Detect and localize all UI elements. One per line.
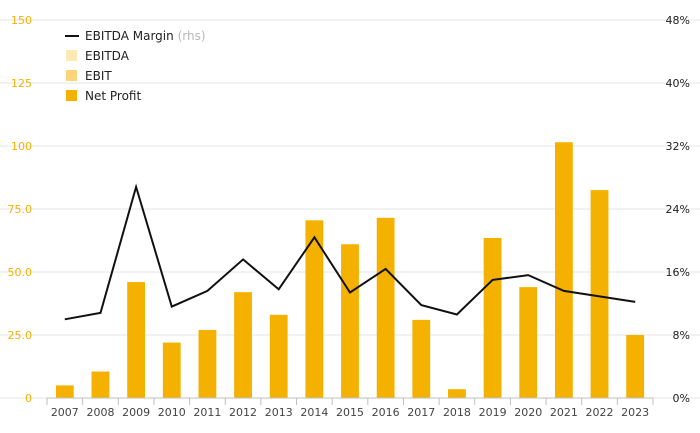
bar-net-profit (162, 342, 181, 398)
bar-net-profit (55, 385, 74, 398)
legend-label: EBITDA (85, 49, 130, 63)
x-tick-label: 2011 (193, 406, 221, 419)
bar-net-profit (234, 292, 252, 398)
y-left-tick-label: 100 (11, 140, 32, 153)
x-tick-label: 2021 (550, 406, 578, 419)
legend-label-ebitda-margin: EBITDA Margin (rhs) (85, 29, 206, 43)
x-tick-label: 2007 (51, 406, 79, 419)
y-left-tick-label: 125 (11, 77, 32, 90)
x-tick-label: 2013 (265, 406, 293, 419)
bar-net-profit (448, 389, 466, 398)
x-tick-label: 2019 (479, 406, 507, 419)
bar-net-profit (127, 282, 146, 398)
axes: 0 0% 25.0 8% 50.0 16% 75.0 24% 100 32% 125 40% 150 48… (8, 14, 691, 419)
legend-rhs-note: (rhs) (178, 29, 206, 43)
legend-swatch (66, 90, 77, 101)
y-right-tick-label: 24% (666, 203, 690, 216)
y-right-tick-label: 8% (673, 329, 690, 342)
legend-label-text: EBITDA Margin (85, 29, 174, 43)
y-left-tick-label: 0 (25, 392, 32, 405)
legend-swatch (66, 70, 77, 81)
x-tick-label: 2016 (372, 406, 400, 419)
bar-net-profit (341, 244, 359, 398)
bar-net-profit (269, 314, 288, 398)
x-tick-label: 2020 (514, 406, 542, 419)
x-tick-label: 2014 (300, 406, 328, 419)
bar-net-profit (412, 319, 431, 398)
x-tick-label: 2022 (586, 406, 614, 419)
y-right-tick-label: 32% (666, 140, 690, 153)
x-tick-label: 2012 (229, 406, 257, 419)
y-right-tick-label: 48% (666, 14, 690, 27)
bar-net-profit (91, 371, 110, 398)
bar-net-profit (198, 329, 217, 398)
legend-label: EBIT (85, 69, 112, 83)
x-tick-label: 2023 (621, 406, 649, 419)
x-tick-label: 2009 (122, 406, 150, 419)
y-left-tick-label: 75.0 (8, 203, 33, 216)
y-left-tick-label: 25.0 (8, 329, 33, 342)
legend: EBITDA Margin (rhs) EBITDA EBIT Net Profit (65, 29, 206, 103)
bar-net-profit (554, 142, 573, 398)
x-tick-label: 2015 (336, 406, 364, 419)
bar-net-profit (305, 220, 324, 398)
bar-net-profit (590, 190, 609, 398)
y-left-tick-label: 150 (11, 14, 32, 27)
bar-net-profit (519, 287, 538, 398)
x-tick-label: 2008 (86, 406, 114, 419)
x-tick-label: 2017 (407, 406, 435, 419)
y-left-tick-label: 50.0 (8, 266, 33, 279)
margin-line (64, 183, 636, 321)
legend-label: Net Profit (85, 89, 141, 103)
bars (55, 142, 645, 398)
legend-swatch (66, 50, 77, 61)
bar-net-profit (376, 217, 395, 398)
y-right-tick-label: 16% (666, 266, 690, 279)
line-ebitda-margin (64, 183, 636, 321)
x-tick-label: 2018 (443, 406, 471, 419)
x-tick-label: 2010 (158, 406, 186, 419)
bar-net-profit (626, 335, 645, 398)
y-right-tick-label: 0% (673, 392, 690, 405)
y-right-tick-label: 40% (666, 77, 690, 90)
bar-net-profit (483, 237, 502, 398)
